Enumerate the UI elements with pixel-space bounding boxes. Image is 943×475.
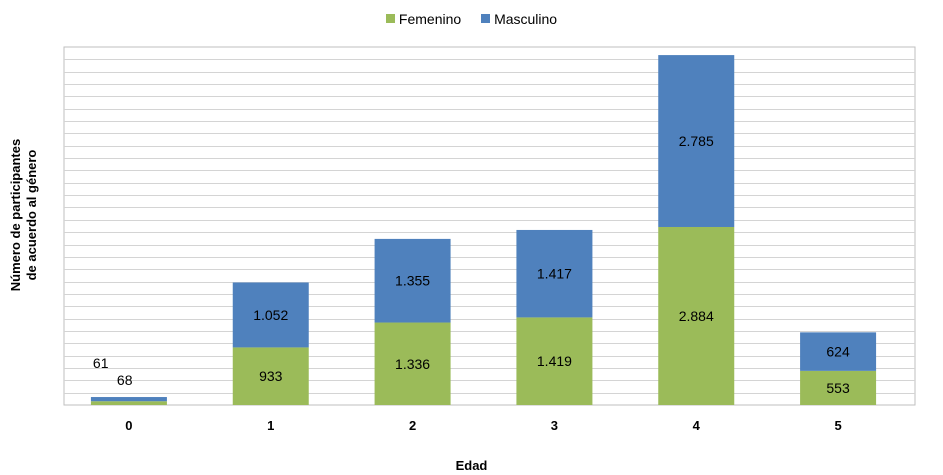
plot-area-border: [63, 46, 916, 406]
x-tick-label-1: 1: [267, 418, 274, 433]
bar-femenino-1: [232, 347, 309, 405]
bar-femenino-4: [658, 226, 735, 405]
data-label-femenino-0: 61: [93, 355, 109, 371]
data-label-masculino-3: 1.417: [537, 266, 572, 282]
gridlines: [63, 46, 916, 406]
data-labels: 61 68 933 1.052 1.336 1.355 1.419 1.417 2.884 2.7…: [93, 133, 850, 396]
x-tick-labels: 0 1 2 3 4 5: [125, 418, 841, 433]
y-axis-title-line-1: Número de participantes: [8, 138, 23, 292]
bar-masculino-2: [374, 238, 451, 323]
bar-masculino-0: [90, 397, 167, 402]
x-tick-label-0: 0: [125, 418, 132, 433]
data-label-masculino-4: 2.785: [679, 133, 714, 149]
x-tick-label-3: 3: [551, 418, 558, 433]
x-axis-title: Edad: [455, 458, 488, 473]
x-tick-label-5: 5: [834, 418, 841, 433]
x-tick-label-4: 4: [693, 418, 701, 433]
data-label-femenino-1: 933: [259, 368, 283, 384]
data-label-masculino-5: 624: [826, 344, 850, 360]
data-label-femenino-5: 553: [826, 380, 850, 396]
bar-masculino-5: [800, 332, 877, 371]
bars: [90, 55, 877, 405]
bar-femenino-3: [516, 317, 593, 405]
legend-item-femenino: Femenino: [385, 10, 462, 27]
bar-femenino-0: [90, 401, 167, 405]
bar-masculino-3: [516, 229, 593, 318]
legend-swatch-femenino: [385, 14, 395, 23]
bar-femenino-2: [374, 322, 451, 405]
bar-masculino-4: [658, 55, 735, 227]
legend-item-masculino: Masculino: [481, 11, 557, 27]
data-label-femenino-3: 1.419: [537, 353, 572, 369]
data-label-femenino-2: 1.336: [395, 356, 430, 372]
data-label-femenino-4: 2.884: [679, 308, 714, 324]
data-label-masculino-0: 68: [117, 372, 133, 388]
bar-femenino-5: [800, 370, 877, 405]
legend-swatch-masculino: [481, 14, 491, 23]
y-axis-title-line-2: de acuerdo al género: [24, 149, 39, 281]
x-tick-label-2: 2: [409, 418, 416, 433]
data-label-masculino-1: 1.052: [253, 307, 288, 323]
legend: Femenino Masculino: [0, 10, 943, 27]
data-label-masculino-2: 1.355: [395, 273, 430, 289]
legend-label-masculino: Masculino: [494, 10, 558, 27]
y-axis-title: Número de participantes de acuerdo al gé…: [4, 120, 44, 310]
bar-masculino-1: [232, 282, 309, 348]
legend-label-femenino: Femenino: [398, 10, 462, 27]
